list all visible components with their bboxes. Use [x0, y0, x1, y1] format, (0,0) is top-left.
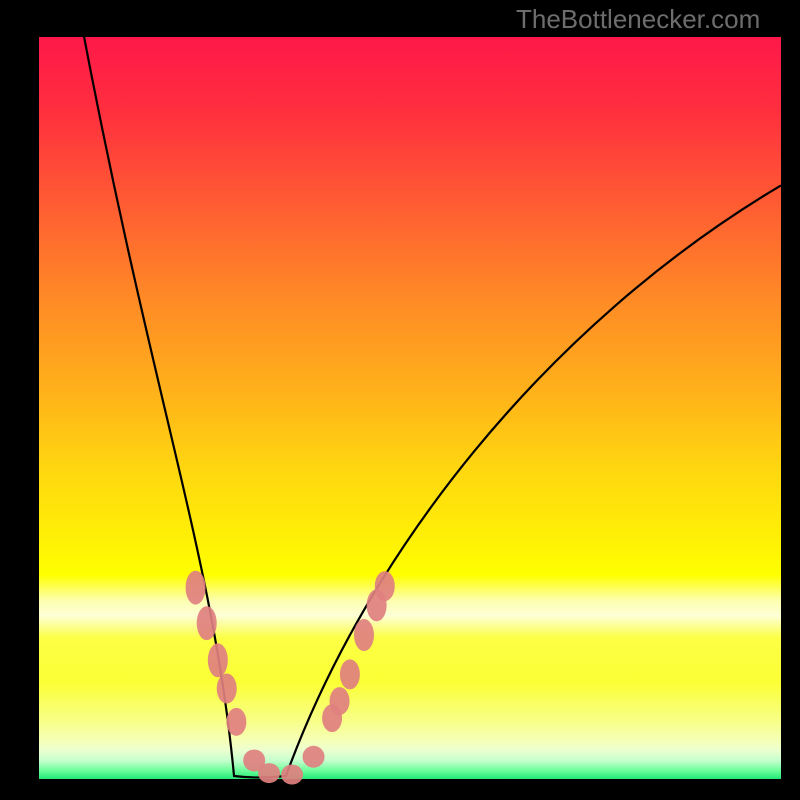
plot-background	[39, 37, 781, 779]
data-marker	[217, 673, 237, 703]
data-marker	[197, 606, 217, 640]
watermark-text: TheBottlenecker.com	[516, 4, 760, 35]
data-marker	[186, 571, 206, 605]
data-marker	[375, 571, 395, 601]
data-marker	[340, 659, 360, 689]
data-marker	[226, 708, 246, 736]
data-marker	[303, 746, 325, 768]
data-marker	[208, 643, 228, 677]
data-marker	[281, 765, 303, 785]
data-marker	[354, 619, 374, 651]
data-marker	[258, 763, 280, 783]
chart-canvas	[0, 0, 800, 800]
data-marker	[330, 687, 350, 715]
